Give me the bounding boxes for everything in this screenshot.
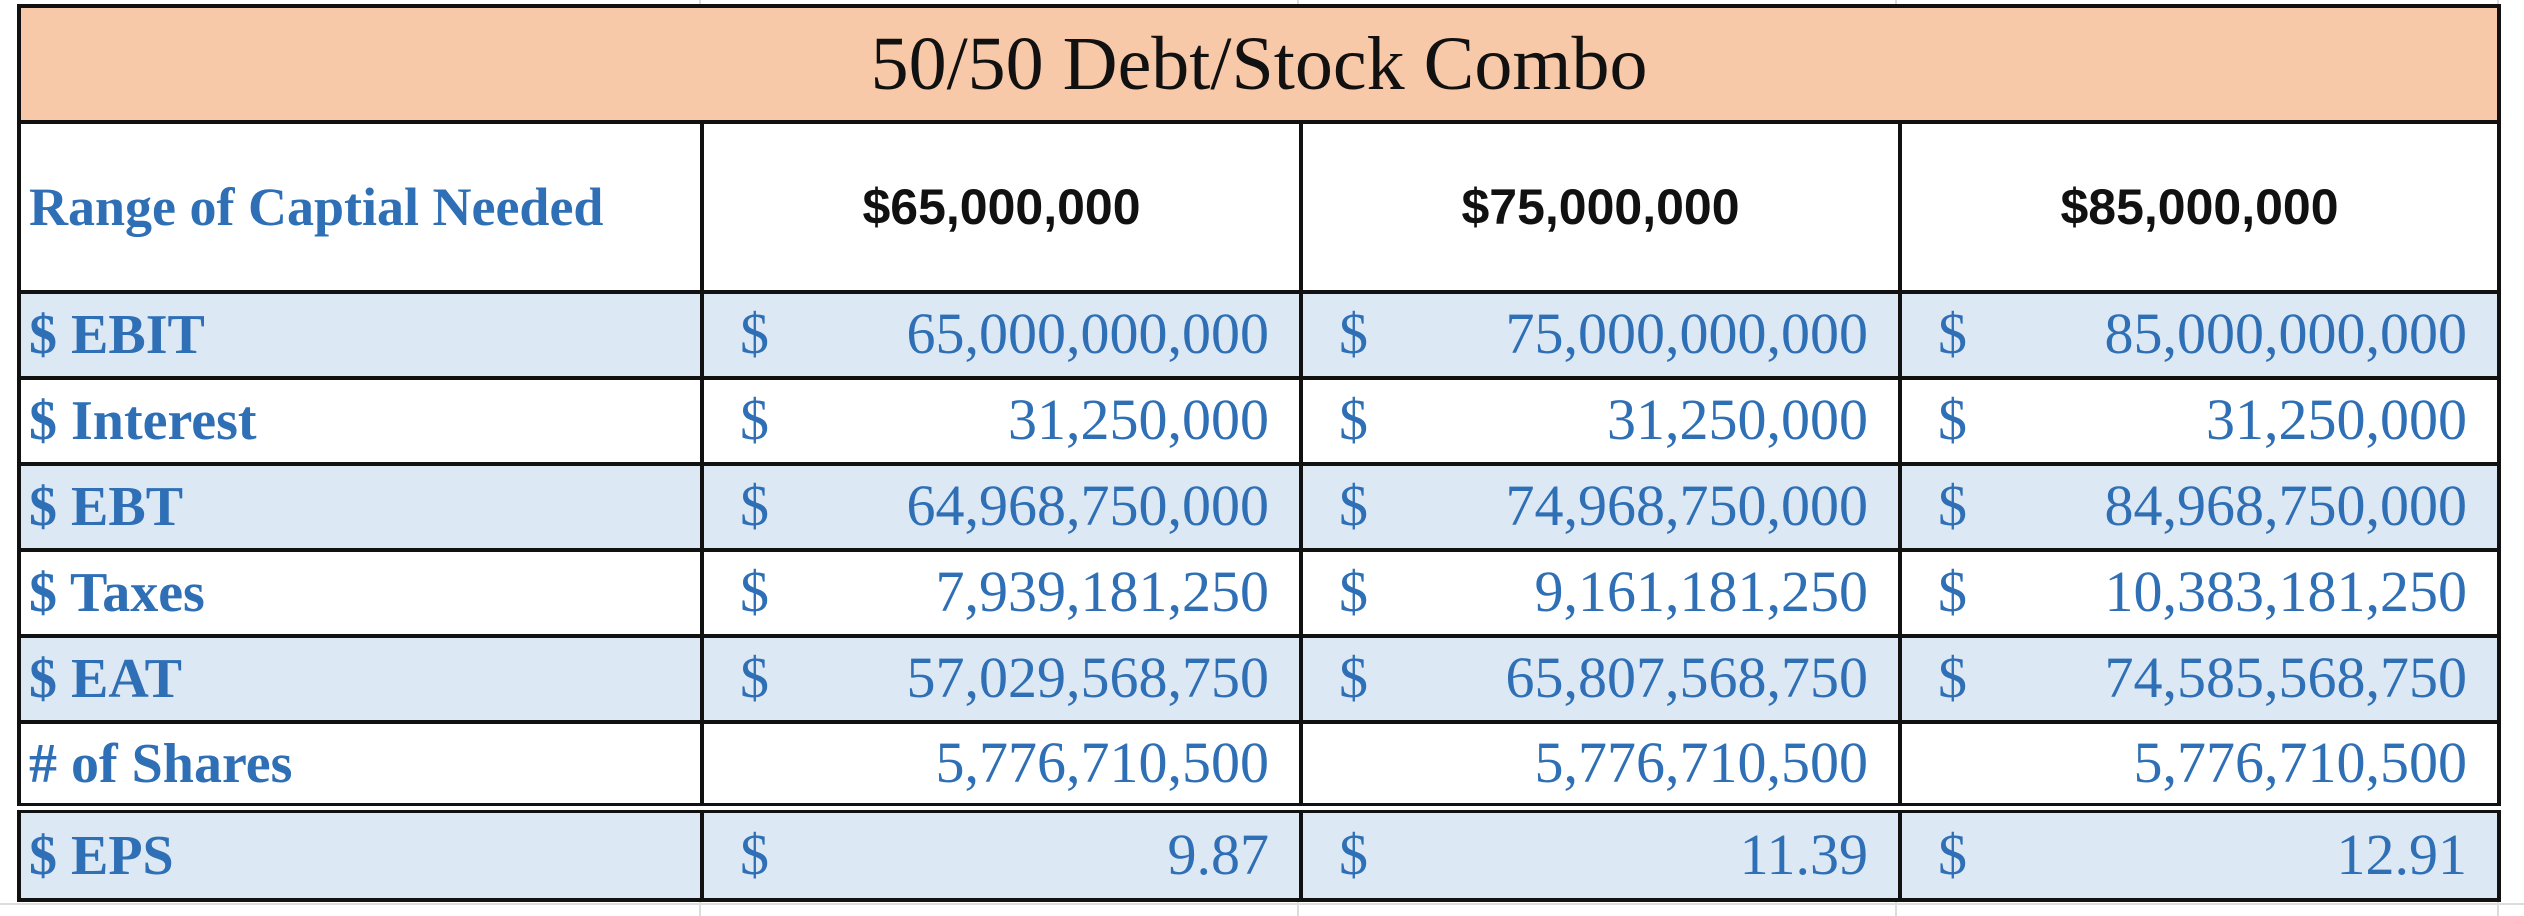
amount-value: 74,968,750,000 [1505, 473, 1869, 539]
row-label[interactable]: # of Shares [17, 720, 704, 810]
currency-symbol: $ [1339, 301, 1368, 367]
amount-value: 31,250,000 [1008, 387, 1269, 453]
amount-value: 64,968,750,000 [906, 473, 1270, 539]
value-cell[interactable]: $12.91 [1897, 803, 2502, 902]
table-row: # of Shares 5,776,710,500 5,776,710,500 5,7… [17, 720, 2502, 810]
amount-value: 31,250,000 [1607, 387, 1868, 453]
currency-symbol: $ [1339, 821, 1368, 887]
value-cell[interactable]: $74,585,568,750 [1897, 634, 2502, 724]
currency-symbol: $ [740, 645, 769, 711]
currency-symbol: $ [1938, 301, 1967, 367]
capital-amount-cell[interactable]: $65,000,000 [700, 120, 1303, 294]
amount-value: 12.91 [2336, 821, 2468, 887]
amount-value: 9.87 [1167, 821, 1270, 887]
currency-symbol: $ [1938, 645, 1967, 711]
currency-symbol: $ [740, 821, 769, 887]
value-cell[interactable]: $84,968,750,000 [1897, 462, 2502, 552]
currency-symbol: $ [1339, 473, 1368, 539]
value-cell[interactable]: 5,776,710,500 [1299, 720, 1902, 810]
amount-value: 84,968,750,000 [2104, 473, 2468, 539]
capital-amount-cell[interactable]: $85,000,000 [1897, 120, 2502, 294]
currency-symbol: $ [740, 559, 769, 625]
currency-symbol: $ [1339, 387, 1368, 453]
value-cell[interactable]: $85,000,000,000 [1897, 290, 2502, 380]
value-cell[interactable]: $74,968,750,000 [1299, 462, 1902, 552]
value-cell[interactable]: $7,939,181,250 [700, 548, 1303, 638]
amount-value: 65,807,568,750 [1505, 645, 1869, 711]
debt-stock-table: 50/50 Debt/Stock Combo Range of Captial … [16, 4, 2502, 902]
currency-symbol: $ [1938, 559, 1967, 625]
value-cell[interactable]: 5,776,710,500 [1897, 720, 2502, 810]
title-row: 50/50 Debt/Stock Combo [16, 4, 2502, 124]
amount-value: 31,250,000 [2206, 387, 2468, 453]
row-label[interactable]: $ EPS [17, 803, 704, 902]
currency-symbol: $ [1339, 559, 1368, 625]
currency-symbol: $ [740, 301, 769, 367]
amount-value: 57,029,568,750 [906, 645, 1270, 711]
value-cell[interactable]: $31,250,000 [700, 376, 1303, 466]
value-cell[interactable]: $64,968,750,000 [700, 462, 1303, 552]
value-cell[interactable]: $31,250,000 [1299, 376, 1902, 466]
capital-label[interactable]: Range of Captial Needed [17, 120, 704, 294]
currency-symbol: $ [740, 473, 769, 539]
table-row: $ EBT $64,968,750,000 $74,968,750,000 $84,9… [17, 462, 2502, 552]
amount-value: 65,000,000,000 [906, 301, 1270, 367]
amount-value: 75,000,000,000 [1505, 301, 1869, 367]
row-label[interactable]: $ EBT [17, 462, 704, 552]
currency-symbol: $ [740, 387, 769, 453]
amount-value: 85,000,000,000 [2104, 301, 2468, 367]
value-cell[interactable]: $75,000,000,000 [1299, 290, 1902, 380]
amount-value: 5,776,710,500 [2133, 729, 2468, 795]
table-row: $ EAT $57,029,568,750 $65,807,568,750 $74,5… [17, 634, 2502, 724]
row-label[interactable]: $ EBIT [17, 290, 704, 380]
amount-value: 5,776,710,500 [1534, 729, 1869, 795]
value-cell[interactable]: $9.87 [700, 803, 1303, 902]
capital-amount-cell[interactable]: $75,000,000 [1299, 120, 1902, 294]
capital-row: Range of Captial Needed $65,000,000 $75,… [17, 120, 2502, 294]
amount-value: 9,161,181,250 [1534, 559, 1869, 625]
value-cell[interactable]: $9,161,181,250 [1299, 548, 1902, 638]
table-title[interactable]: 50/50 Debt/Stock Combo [16, 4, 2502, 124]
table-row: $ Interest $31,250,000 $31,250,000 $31,250,… [17, 376, 2502, 466]
amount-value: 11.39 [1739, 821, 1868, 887]
data-rows: $ EBIT $65,000,000,000 $75,000,000,000 $85,… [17, 290, 2502, 902]
currency-symbol: $ [1938, 387, 1967, 453]
row-label[interactable]: $ EAT [17, 634, 704, 724]
value-cell[interactable]: $57,029,568,750 [700, 634, 1303, 724]
currency-symbol: $ [1938, 473, 1967, 539]
amount-value: 7,939,181,250 [935, 559, 1270, 625]
value-cell[interactable]: $11.39 [1299, 803, 1902, 902]
table-row: $ EPS $9.87 $11.39 $12.91 [17, 803, 2502, 902]
amount-value: 5,776,710,500 [935, 729, 1270, 795]
currency-symbol: $ [1938, 821, 1967, 887]
value-cell[interactable]: 5,776,710,500 [700, 720, 1303, 810]
row-label[interactable]: $ Interest [17, 376, 704, 466]
value-cell[interactable]: $10,383,181,250 [1897, 548, 2502, 638]
table-row: $ EBIT $65,000,000,000 $75,000,000,000 $85,… [17, 290, 2502, 380]
value-cell[interactable]: $65,807,568,750 [1299, 634, 1902, 724]
currency-symbol: $ [1339, 645, 1368, 711]
row-label[interactable]: $ Taxes [17, 548, 704, 638]
amount-value: 10,383,181,250 [2104, 559, 2468, 625]
value-cell[interactable]: $65,000,000,000 [700, 290, 1303, 380]
table-row: $ Taxes $7,939,181,250 $9,161,181,250 $10,3… [17, 548, 2502, 638]
amount-value: 74,585,568,750 [2104, 645, 2468, 711]
value-cell[interactable]: $31,250,000 [1897, 376, 2502, 466]
